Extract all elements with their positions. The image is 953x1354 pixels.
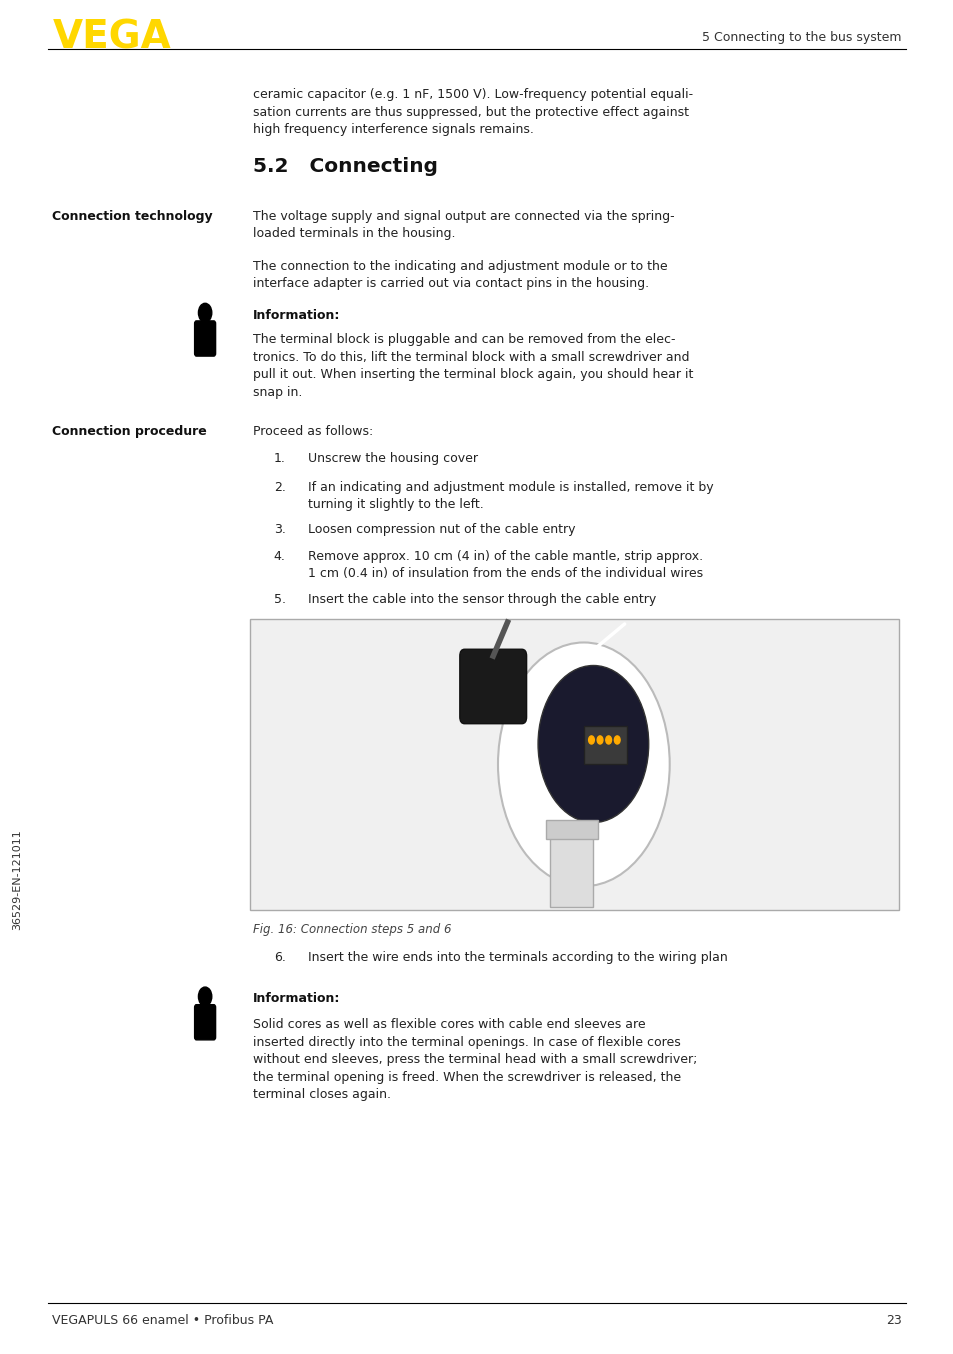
Bar: [545, 819, 598, 838]
Text: Connection procedure: Connection procedure: [52, 425, 207, 439]
Text: 1.: 1.: [274, 452, 285, 466]
Text: Information:: Information:: [253, 309, 340, 322]
Text: The connection to the indicating and adjustment module or to the
interface adapt: The connection to the indicating and adj…: [253, 260, 667, 291]
Text: Information:: Information:: [253, 992, 340, 1006]
Text: Proceed as follows:: Proceed as follows:: [253, 425, 373, 439]
Circle shape: [198, 303, 212, 322]
Text: If an indicating and adjustment module is installed, remove it by
turning it sli: If an indicating and adjustment module i…: [308, 481, 713, 512]
Bar: [583, 726, 626, 764]
Text: 6.: 6.: [274, 951, 285, 964]
Text: Insert the wire ends into the terminals according to the wiring plan: Insert the wire ends into the terminals …: [308, 951, 727, 964]
Text: Fig. 16: Connection steps 5 and 6: Fig. 16: Connection steps 5 and 6: [253, 923, 451, 937]
Text: Unscrew the housing cover: Unscrew the housing cover: [308, 452, 477, 466]
Circle shape: [597, 737, 602, 745]
Text: Loosen compression nut of the cable entry: Loosen compression nut of the cable entr…: [308, 523, 575, 536]
Circle shape: [588, 737, 594, 745]
Circle shape: [497, 642, 669, 886]
FancyBboxPatch shape: [194, 321, 215, 356]
Text: 4.: 4.: [274, 550, 285, 563]
FancyBboxPatch shape: [459, 649, 526, 723]
Text: 5 Connecting to the bus system: 5 Connecting to the bus system: [701, 31, 901, 45]
Text: 3.: 3.: [274, 523, 285, 536]
Text: 2.: 2.: [274, 481, 285, 494]
Text: Remove approx. 10 cm (4 in) of the cable mantle, strip approx.
1 cm (0.4 in) of : Remove approx. 10 cm (4 in) of the cable…: [308, 550, 702, 581]
Text: 36529-EN-121011: 36529-EN-121011: [12, 830, 22, 930]
Text: ceramic capacitor (e.g. 1 nF, 1500 V). Low-frequency potential equali-
sation cu: ceramic capacitor (e.g. 1 nF, 1500 V). L…: [253, 88, 692, 135]
Text: 23: 23: [884, 1313, 901, 1327]
Text: Insert the cable into the sensor through the cable entry: Insert the cable into the sensor through…: [308, 593, 656, 607]
Text: 5.2   Connecting: 5.2 Connecting: [253, 157, 437, 176]
Text: VEGA: VEGA: [52, 19, 171, 57]
Bar: [550, 831, 593, 907]
Circle shape: [537, 665, 648, 823]
Circle shape: [198, 987, 212, 1006]
Text: Solid cores as well as flexible cores with cable end sleeves are
inserted direct: Solid cores as well as flexible cores wi…: [253, 1018, 697, 1101]
Text: The terminal block is pluggable and can be removed from the elec-
tronics. To do: The terminal block is pluggable and can …: [253, 333, 693, 398]
Text: Connection technology: Connection technology: [52, 210, 213, 223]
Text: VEGAPULS 66 enamel • Profibus PA: VEGAPULS 66 enamel • Profibus PA: [52, 1313, 274, 1327]
FancyBboxPatch shape: [194, 1005, 215, 1040]
Circle shape: [614, 737, 619, 745]
Circle shape: [605, 737, 611, 745]
Text: The voltage supply and signal output are connected via the spring-
loaded termin: The voltage supply and signal output are…: [253, 210, 674, 241]
Bar: [250, 619, 898, 910]
Text: 5.: 5.: [274, 593, 286, 607]
